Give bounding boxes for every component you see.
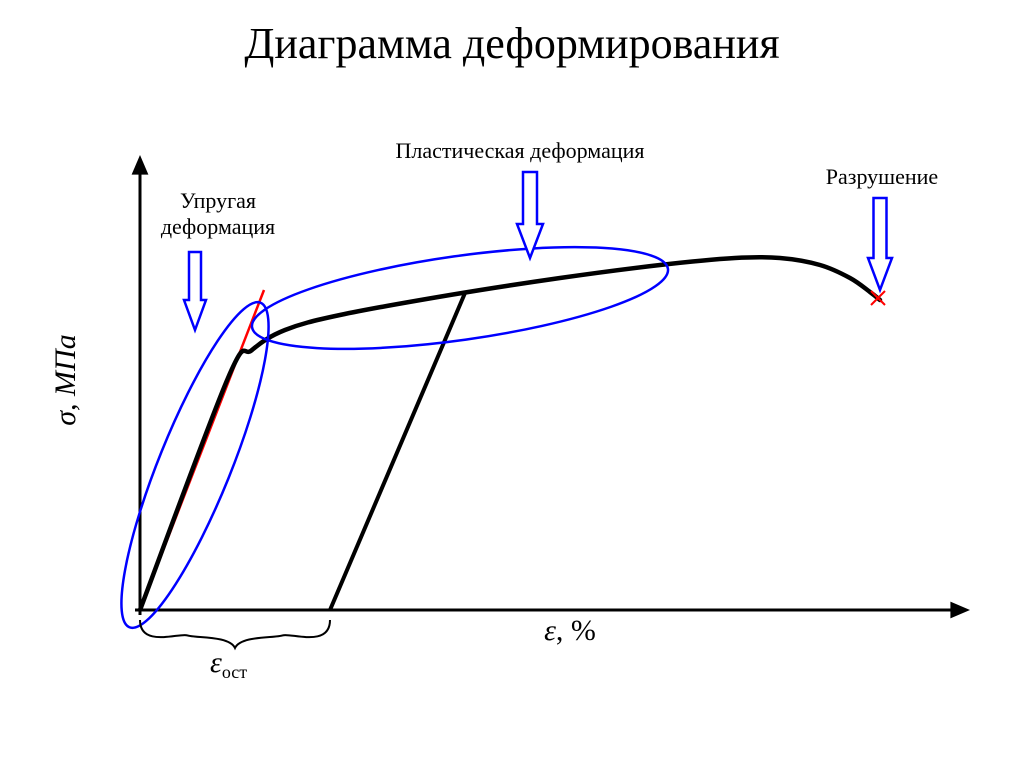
stress-strain-curve: [140, 257, 880, 610]
eps-ost-label: εост: [210, 646, 247, 682]
y-axis-label: σ, МПа: [49, 334, 82, 425]
y-axis: [132, 155, 149, 615]
y-axis-arrow: [132, 155, 149, 175]
x-axis-label: ε, %: [544, 614, 596, 647]
arrow-plastic-icon: [517, 172, 543, 258]
ellipse-plastic: [246, 227, 674, 369]
unload-line: [330, 293, 465, 610]
brace-eps-ost: [140, 620, 330, 648]
x-axis-arrow: [950, 602, 970, 619]
arrow-fracture-icon: [868, 198, 892, 290]
diagram-svg: σ, МПа ε, % εост: [0, 0, 1024, 767]
arrow-elastic-icon: [184, 252, 206, 330]
fracture-x-icon: [871, 291, 885, 305]
